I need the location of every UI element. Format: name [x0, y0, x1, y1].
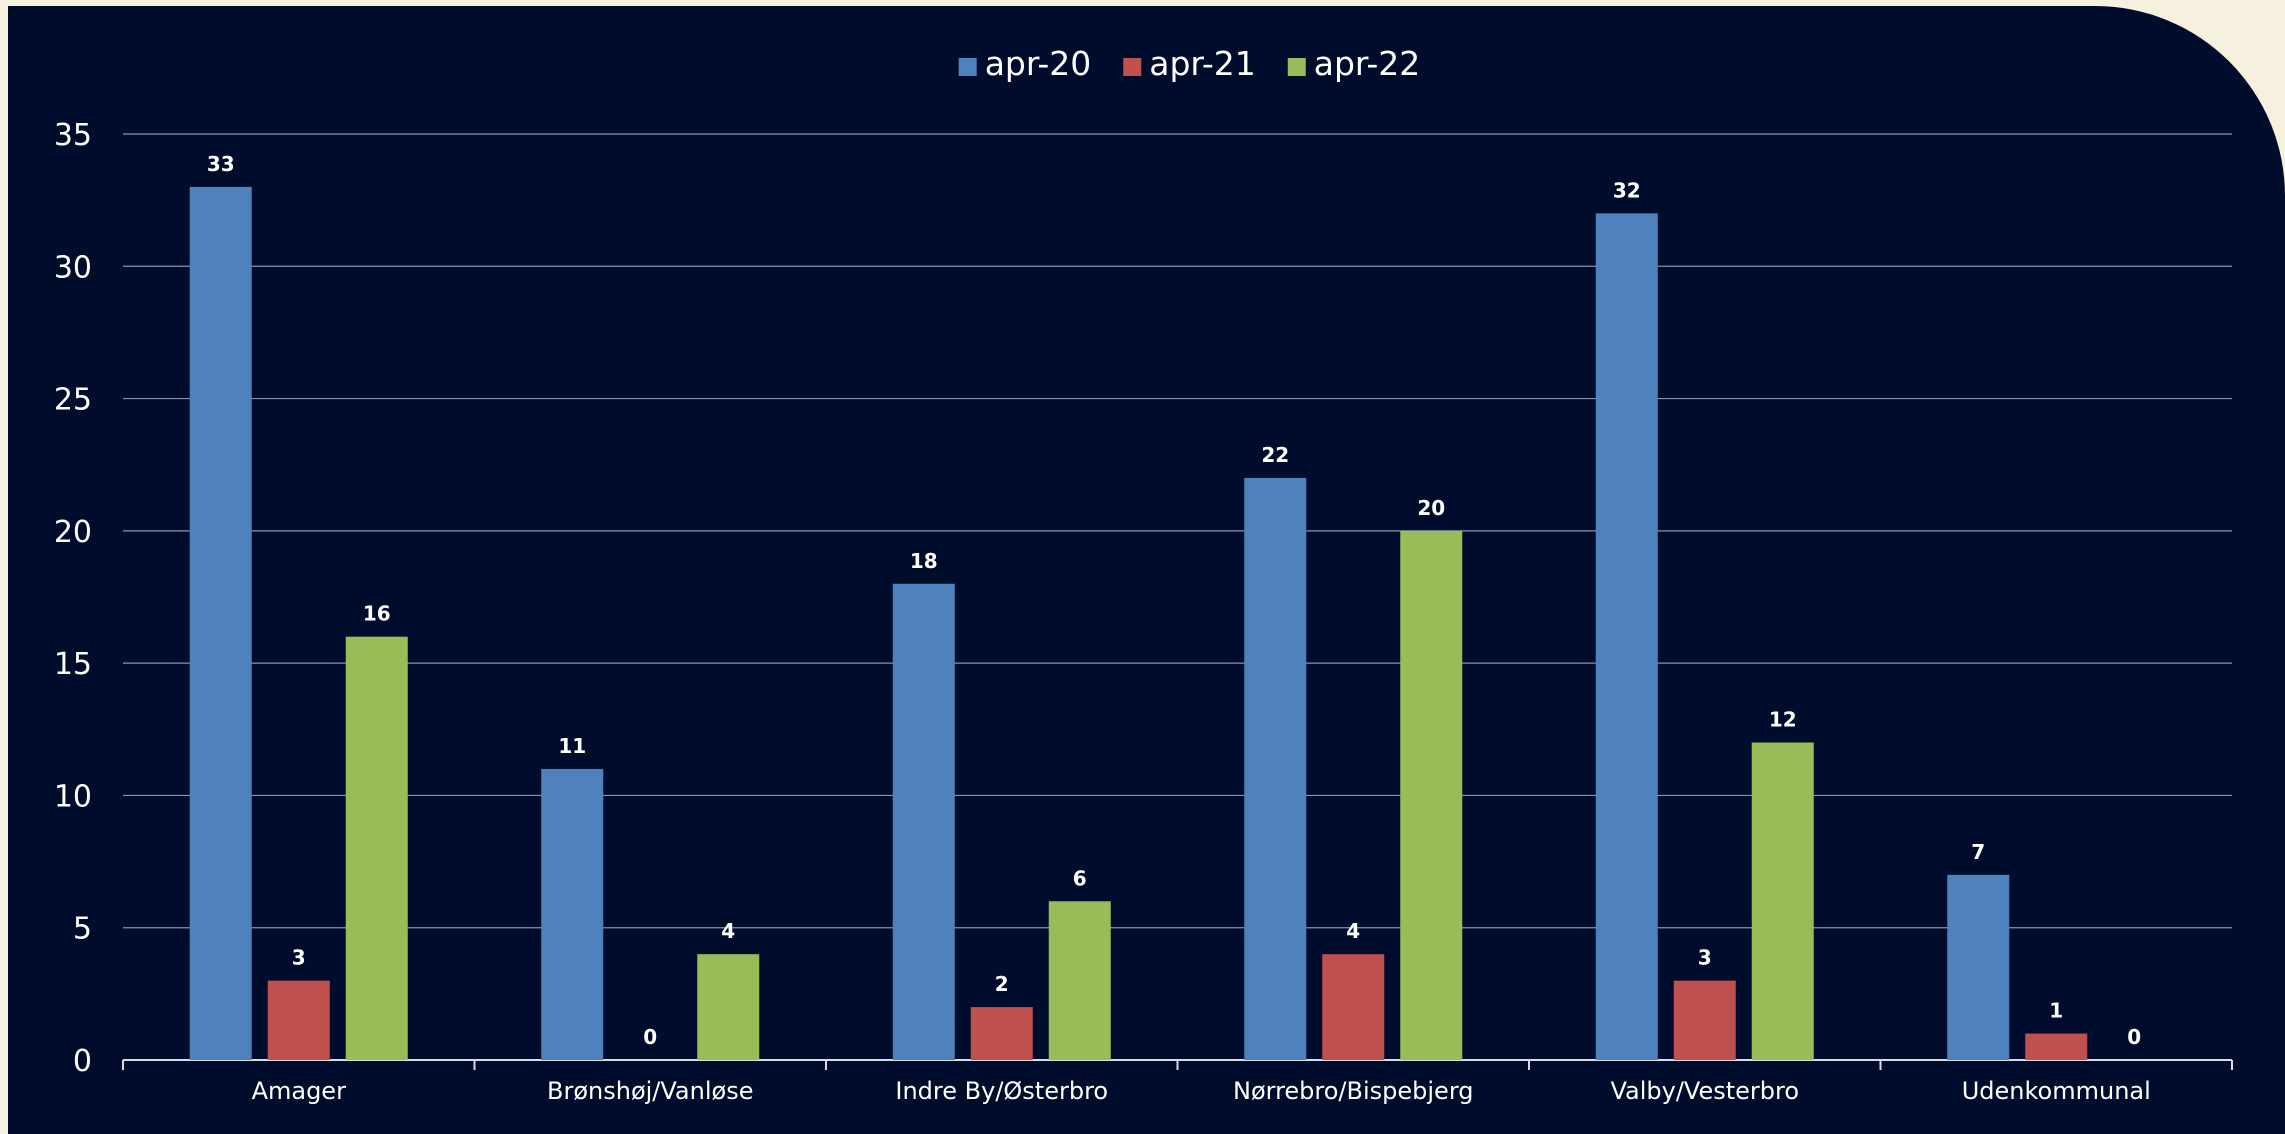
data-label: 0: [643, 1025, 657, 1049]
data-label: 3: [292, 946, 306, 970]
data-label: 16: [363, 602, 391, 626]
legend-swatch: [1123, 58, 1142, 76]
y-tick-label: 5: [73, 912, 92, 947]
x-tick-label: Amager: [252, 1077, 347, 1105]
data-label: 20: [1417, 496, 1445, 520]
bar: [1947, 874, 2010, 1060]
data-label: 22: [1261, 443, 1289, 467]
bar: [1595, 213, 1658, 1060]
bar: [2025, 1033, 2088, 1060]
y-tick-label: 10: [54, 779, 92, 814]
bars: [189, 186, 2088, 1060]
x-tick-label: Brønshøj/Vanløse: [547, 1077, 753, 1105]
data-label: 7: [1971, 840, 1985, 864]
bar: [541, 768, 604, 1060]
y-tick-label: 15: [54, 647, 92, 682]
legend-swatch: [958, 58, 977, 76]
data-label: 12: [1769, 708, 1797, 732]
data-label: 4: [721, 919, 735, 943]
bar: [1673, 980, 1736, 1060]
data-label: 4: [1346, 919, 1360, 943]
bar: [267, 980, 330, 1060]
bar: [1244, 477, 1307, 1060]
legend-label: apr-21: [1149, 44, 1256, 83]
bar: [1322, 954, 1385, 1060]
x-tick-label: Nørrebro/Bispebjerg: [1233, 1077, 1474, 1105]
y-tick-label: 30: [54, 250, 92, 285]
bar: [1048, 901, 1111, 1060]
data-label: 3: [1698, 946, 1712, 970]
data-label: 33: [207, 152, 235, 176]
data-label: 11: [558, 734, 586, 758]
y-tick-label: 25: [54, 383, 92, 418]
y-tick-label: 0: [73, 1044, 92, 1079]
bar: [1400, 530, 1463, 1060]
bar: [892, 583, 955, 1060]
bar: [697, 954, 760, 1060]
legend-label: apr-20: [985, 44, 1092, 83]
gridlines: [123, 133, 2232, 929]
x-tick-label: Udenkommunal: [1962, 1077, 2151, 1105]
y-tick-label: 35: [54, 118, 92, 153]
bar: [189, 186, 252, 1060]
data-label: 0: [2127, 1025, 2141, 1049]
data-label: 18: [910, 549, 938, 573]
legend-swatch: [1287, 58, 1306, 76]
data-label: 6: [1073, 866, 1087, 890]
bar: [1751, 742, 1814, 1060]
bar: [970, 1007, 1033, 1060]
legend-label: apr-22: [1314, 44, 1421, 83]
data-label: 2: [995, 972, 1009, 996]
data-label: 1: [2049, 999, 2063, 1023]
bar: [345, 636, 408, 1060]
x-tick-label: Indre By/Østerbro: [895, 1077, 1108, 1105]
y-tick-label: 20: [54, 515, 92, 550]
legend: apr-20 apr-21 apr-22: [958, 44, 1421, 83]
data-label: 32: [1613, 178, 1641, 202]
x-tick-label: Valby/Vesterbro: [1610, 1077, 1799, 1105]
